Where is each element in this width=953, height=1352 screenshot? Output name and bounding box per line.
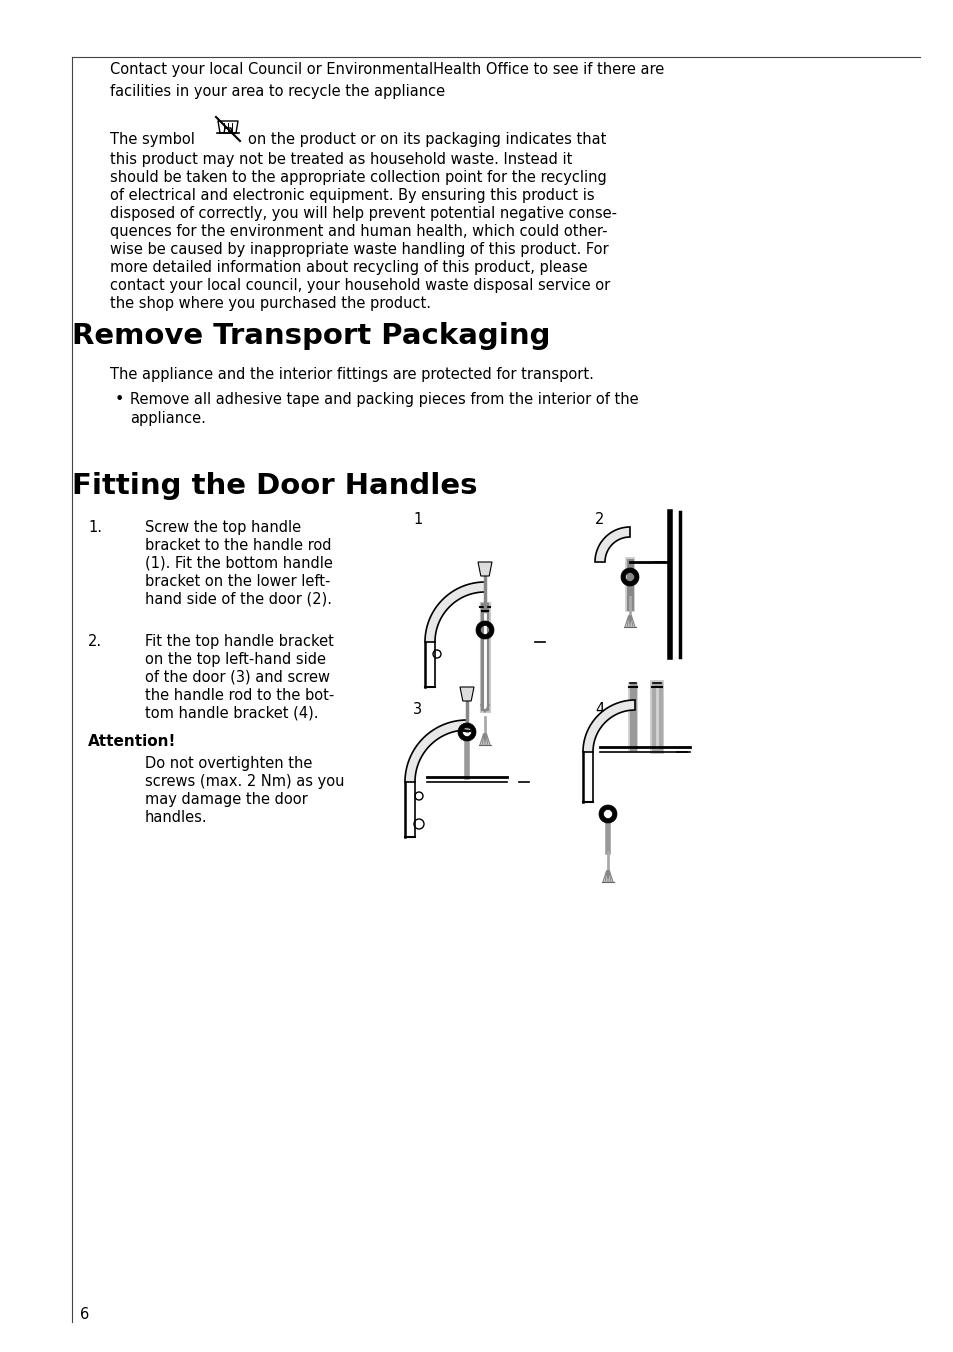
Text: on the top left-hand side: on the top left-hand side [145, 652, 326, 667]
Text: 3: 3 [413, 702, 421, 717]
Polygon shape [582, 700, 635, 752]
Text: wise be caused by inappropriate waste handling of this product. For: wise be caused by inappropriate waste ha… [110, 242, 608, 257]
Polygon shape [218, 120, 237, 132]
Text: (1). Fit the bottom handle: (1). Fit the bottom handle [145, 556, 333, 571]
Text: Attention!: Attention! [88, 734, 176, 749]
Text: disposed of correctly, you will help prevent potential negative conse-: disposed of correctly, you will help pre… [110, 206, 617, 220]
Wedge shape [598, 804, 617, 823]
Polygon shape [405, 721, 467, 781]
Text: on the product or on its packaging indicates that: on the product or on its packaging indic… [248, 132, 606, 147]
Text: Screw the top handle: Screw the top handle [145, 521, 301, 535]
Polygon shape [477, 562, 492, 576]
Text: contact your local council, your household waste disposal service or: contact your local council, your househo… [110, 279, 610, 293]
Text: Remove all adhesive tape and packing pieces from the interior of the: Remove all adhesive tape and packing pie… [130, 392, 638, 407]
Text: quences for the environment and human health, which could other-: quences for the environment and human he… [110, 224, 607, 239]
Polygon shape [595, 527, 629, 562]
Text: the shop where you purchased the product.: the shop where you purchased the product… [110, 296, 431, 311]
Text: of electrical and electronic equipment. By ensuring this product is: of electrical and electronic equipment. … [110, 188, 594, 203]
Text: screws (max. 2 Nm) as you: screws (max. 2 Nm) as you [145, 773, 344, 790]
Polygon shape [459, 687, 474, 700]
Text: 2: 2 [595, 512, 604, 527]
Text: handles.: handles. [145, 810, 208, 825]
Text: Fit the top handle bracket: Fit the top handle bracket [145, 634, 334, 649]
Text: should be taken to the appropriate collection point for the recycling: should be taken to the appropriate colle… [110, 170, 606, 185]
Text: more detailed information about recycling of this product, please: more detailed information about recyclin… [110, 260, 587, 274]
Text: hand side of the door (2).: hand side of the door (2). [145, 592, 332, 607]
Text: The appliance and the interior fittings are protected for transport.: The appliance and the interior fittings … [110, 366, 594, 383]
Text: 4: 4 [595, 702, 603, 717]
Text: 6: 6 [80, 1307, 90, 1322]
Wedge shape [620, 568, 639, 585]
Text: appliance.: appliance. [130, 411, 206, 426]
Text: Fitting the Door Handles: Fitting the Door Handles [71, 472, 477, 500]
Text: 1: 1 [413, 512, 422, 527]
Text: 1.: 1. [88, 521, 102, 535]
Text: Contact your local Council or EnvironmentalHealth Office to see if there are
fac: Contact your local Council or Environmen… [110, 62, 663, 99]
Text: of the door (3) and screw: of the door (3) and screw [145, 671, 330, 685]
Text: tom handle bracket (4).: tom handle bracket (4). [145, 706, 318, 721]
Text: bracket to the handle rod: bracket to the handle rod [145, 538, 331, 553]
Wedge shape [476, 621, 494, 639]
Text: Remove Transport Packaging: Remove Transport Packaging [71, 322, 550, 350]
Text: the handle rod to the bot-: the handle rod to the bot- [145, 688, 334, 703]
Text: may damage the door: may damage the door [145, 792, 308, 807]
Text: •: • [115, 392, 124, 407]
Wedge shape [457, 723, 476, 741]
Text: bracket on the lower left-: bracket on the lower left- [145, 575, 330, 589]
Text: 2.: 2. [88, 634, 102, 649]
Text: The symbol: The symbol [110, 132, 194, 147]
Text: this product may not be treated as household waste. Instead it: this product may not be treated as house… [110, 151, 572, 168]
Polygon shape [424, 581, 484, 642]
Text: Do not overtighten the: Do not overtighten the [145, 756, 312, 771]
